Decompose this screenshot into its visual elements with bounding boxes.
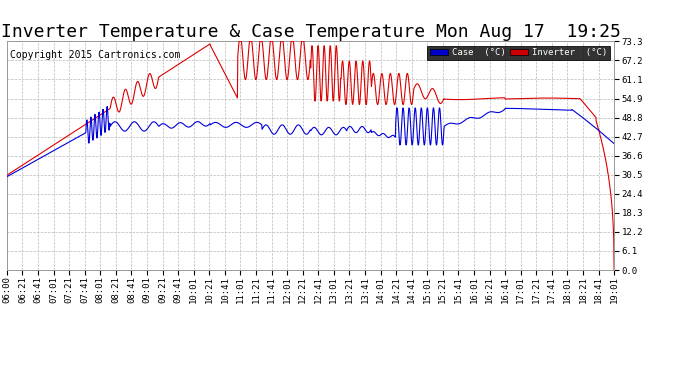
Text: Copyright 2015 Cartronics.com: Copyright 2015 Cartronics.com xyxy=(10,50,180,60)
Title: Inverter Temperature & Case Temperature Mon Aug 17  19:25: Inverter Temperature & Case Temperature … xyxy=(1,23,620,41)
Legend: Case  (°C), Inverter  (°C): Case (°C), Inverter (°C) xyxy=(427,46,609,60)
